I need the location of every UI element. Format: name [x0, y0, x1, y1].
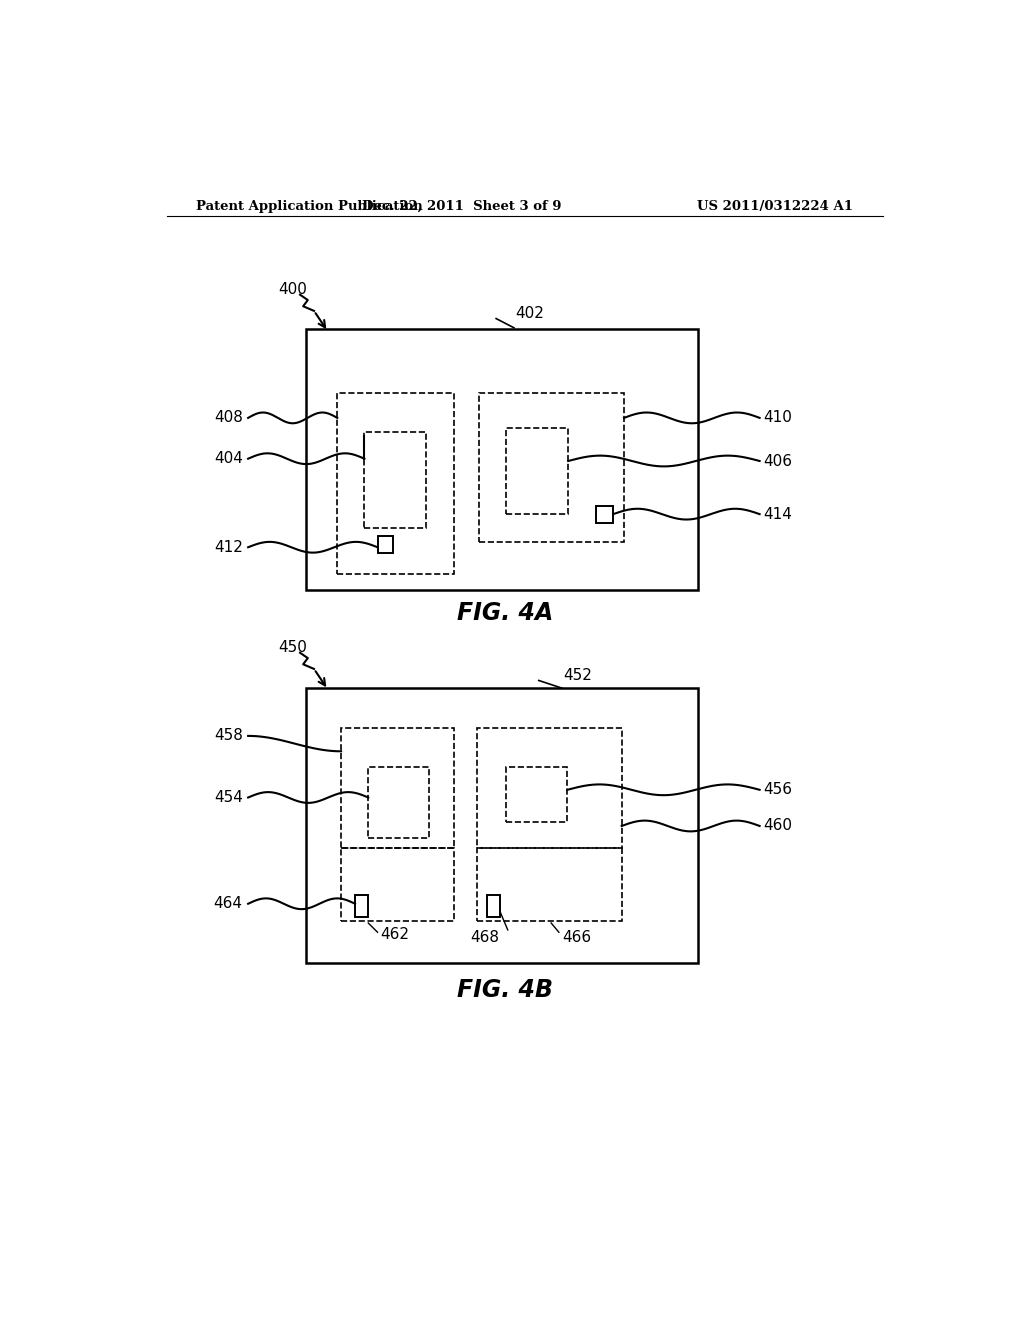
- Bar: [337, 393, 454, 574]
- Text: 452: 452: [563, 668, 593, 684]
- Bar: [506, 767, 567, 822]
- Text: 402: 402: [515, 306, 545, 322]
- Bar: [378, 536, 393, 553]
- Text: 406: 406: [764, 454, 793, 469]
- Text: 458: 458: [214, 729, 243, 743]
- Text: 410: 410: [764, 411, 793, 425]
- Bar: [486, 895, 500, 917]
- Text: 408: 408: [214, 411, 243, 425]
- Text: 466: 466: [562, 931, 591, 945]
- Text: 464: 464: [214, 896, 243, 911]
- Bar: [477, 847, 622, 921]
- Text: 400: 400: [278, 281, 307, 297]
- Bar: [355, 895, 369, 917]
- Bar: [341, 729, 454, 847]
- Bar: [479, 393, 624, 543]
- Text: 460: 460: [764, 818, 793, 833]
- Bar: [306, 688, 697, 964]
- Bar: [506, 428, 568, 515]
- Text: 456: 456: [764, 783, 793, 797]
- Bar: [341, 847, 454, 921]
- Text: 454: 454: [214, 789, 243, 805]
- Text: Patent Application Publication: Patent Application Publication: [197, 199, 423, 213]
- Bar: [596, 507, 613, 524]
- Bar: [477, 729, 622, 847]
- Text: 462: 462: [380, 927, 409, 942]
- Text: US 2011/0312224 A1: US 2011/0312224 A1: [697, 199, 853, 213]
- Text: FIG. 4A: FIG. 4A: [458, 601, 554, 624]
- Bar: [306, 330, 697, 590]
- Text: 404: 404: [214, 451, 243, 466]
- Text: 412: 412: [214, 540, 243, 554]
- Bar: [369, 767, 429, 838]
- Bar: [365, 432, 426, 528]
- Text: 468: 468: [470, 931, 499, 945]
- Text: Dec. 22, 2011  Sheet 3 of 9: Dec. 22, 2011 Sheet 3 of 9: [361, 199, 561, 213]
- Text: 414: 414: [764, 507, 793, 521]
- Text: FIG. 4B: FIG. 4B: [458, 978, 553, 1002]
- Text: 450: 450: [278, 640, 307, 655]
